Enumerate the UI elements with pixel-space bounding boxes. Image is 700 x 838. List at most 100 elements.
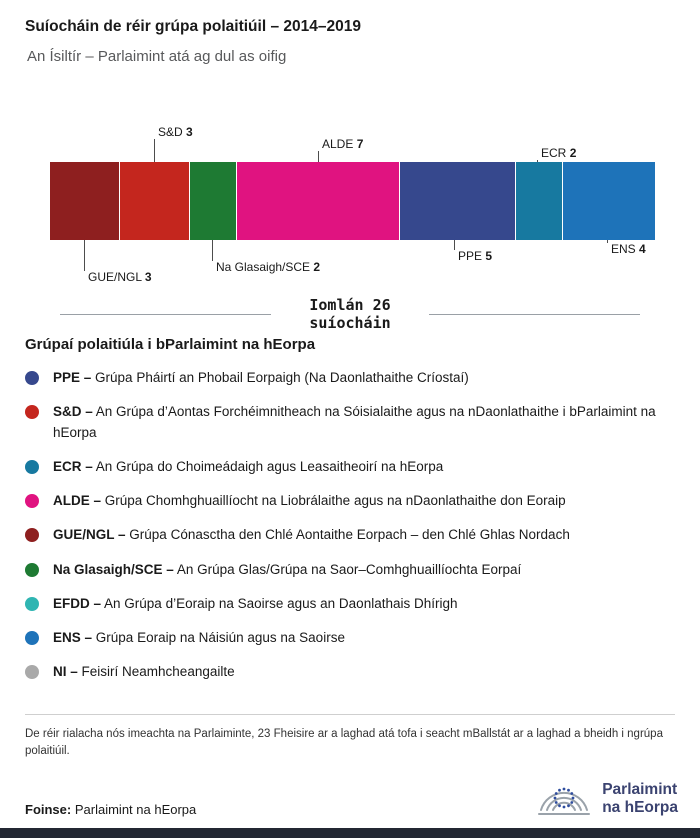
callout-ens-line [607,240,608,243]
group-name: ENS [611,242,636,256]
seat-count: 3 [186,125,193,139]
group-desc: An Grúpa d’Aontas Forchéimnitheach na Só… [53,404,656,440]
callout-sd: S&D 3 [154,126,193,162]
callout-ecr-line [537,160,538,162]
callout-sd-line [154,139,155,162]
seat-count: 2 [569,146,577,160]
callout-gue-ngl-line [84,240,85,271]
group-desc: Feisirí Neamhcheangailte [81,664,235,680]
bar-segment-ens [561,162,655,240]
callout-sd-label: S&D 3 [154,126,193,139]
legend-item-text: Na Glasaigh/SCE – An Grúpa Glas/Grúpa na… [53,560,521,580]
callout-alde: ALDE 7 [318,138,363,162]
legend-item-ni: NI – Feisirí Neamhcheangailte [25,662,677,682]
callout-ecr-label: ECR 2 [537,147,576,160]
bar-segment-alde [236,162,399,240]
group-desc: Grúpa Pháirtí an Phobail Eorpaigh (Na Da… [95,370,469,385]
group-abbr: Na Glasaigh/SCE – [53,561,174,577]
group-abbr: NI – [53,664,78,680]
total-rule-left [60,313,272,315]
group-desc: An Grúpa d’Eoraip na Saoirse agus an Dao… [104,595,458,611]
legend-item-gue-ngl: GUE/NGL – Grúpa Cónasctha den Chlé Aonta… [25,525,677,545]
ens-color-dot [25,631,39,645]
legend: PPE – Grúpa Pháirtí an Phobail Eorpaigh … [25,368,677,697]
callout-ens: ENS 4 [607,240,646,256]
footer-divider [25,714,675,715]
alde-color-dot [25,494,39,508]
group-name: Na Glasaigh/SCE [216,260,311,274]
group-abbr: GUE/NGL – [53,527,126,543]
footnote: De réir rialacha nós imeachta na Parlaim… [25,728,663,758]
ni-color-dot [25,665,39,680]
group-name: ECR [541,146,567,160]
group-abbr: S&D – [53,404,93,420]
hemicycle-icon [538,787,591,815]
group-abbr: ENS – [53,630,93,645]
total-row: Iomlán 26 suíocháin [60,296,640,332]
group-name: PPE [458,249,483,263]
seats-bar [50,162,655,240]
efdd-color-dot [25,596,39,611]
total-rule-right [428,313,640,315]
callout-glasaigh-sce-line [212,240,213,261]
group-desc: Grúpa Cónasctha den Chlé Aontaithe Eorpa… [129,527,570,543]
callout-ppe-line [454,240,455,250]
legend-item-alde: ALDE – Grúpa Chomhghuaillíocht na Liobrá… [25,491,677,511]
legend-item-text: ALDE – Grúpa Chomhghuaillíocht na Liobrá… [53,491,566,511]
group-name: ALDE [322,137,354,151]
total-seats-word: suíocháin [309,314,391,332]
legend-item-ens: ENS – Grúpa Eoraip na Náisiún agus na Sa… [25,628,677,648]
group-abbr: PPE – [53,370,92,385]
bar-segment-ecr [514,162,562,240]
glasaigh-sce-color-dot [25,562,39,577]
group-desc: An Grúpa Glas/Grúpa na Saor–Comhghuaillí… [176,561,522,577]
bar-segment-ppe [398,162,515,240]
legend-item-text: PPE – Grúpa Pháirtí an Phobail Eorpaigh … [53,368,469,388]
seat-count: 3 [144,270,152,284]
bar-segment-sd [119,162,190,240]
legend-item-glasaigh-sce: Na Glasaigh/SCE – An Grúpa Glas/Grúpa na… [25,560,677,580]
seat-count: 4 [639,242,646,256]
callout-glasaigh-sce-label: Na Glasaigh/SCE 2 [212,261,320,274]
callout-ppe: PPE 5 [454,240,492,263]
seat-count: 5 [485,249,493,263]
bar-segment-gue-ngl [50,162,120,240]
legend-heading: Grúpaí polaitiúla i bParlaimint na hEorp… [25,336,316,353]
callout-alde-label: ALDE 7 [318,138,363,151]
callout-alde-line [318,151,319,162]
page-title: Suíocháin de réir grúpa polaitiúil – 201… [25,18,361,35]
legend-item-text: EFDD – An Grúpa d’Eoraip na Saoirse agus… [53,594,458,614]
callout-glasaigh-sce: Na Glasaigh/SCE 2 [212,240,320,274]
legend-item-text: S&D – An Grúpa d’Aontas Forchéimnitheach… [53,402,677,443]
seat-count: 7 [356,137,364,151]
source-label: Foinse: [25,802,72,817]
callout-ppe-label: PPE 5 [454,250,492,263]
callout-ens-label: ENS 4 [607,243,646,256]
legend-item-text: NI – Feisirí Neamhcheangailte [53,662,235,682]
seat-count: 2 [313,260,321,274]
group-desc: Grúpa Chomhghuaillíocht na Liobrálaithe … [104,493,566,508]
legend-item-text: ECR – An Grúpa do Choimeádaigh agus Leas… [53,457,443,477]
callout-gue-ngl: GUE/NGL 3 [84,240,152,284]
legend-item-text: GUE/NGL – Grúpa Cónasctha den Chlé Aonta… [53,525,570,545]
legend-item-text: ENS – Grúpa Eoraip na Náisiún agus na Sa… [53,628,345,648]
gue-ngl-color-dot [25,528,39,543]
group-name: S&D [158,125,183,139]
ppe-color-dot [25,371,39,385]
group-desc: An Grúpa do Choimeádaigh agus Leasaitheo… [95,458,444,474]
logo-wordmark: Parlaimint na hEorpa [602,781,678,817]
callout-ecr: ECR 2 [537,147,576,162]
ecr-color-dot [25,459,39,474]
source-text: Parlaimint na hEorpa [74,802,197,817]
legend-item-efdd: EFDD – An Grúpa d’Eoraip na Saoirse agus… [25,594,677,614]
total-seats-label: Iomlán 26 suíocháin [309,296,390,332]
group-abbr: ALDE – [53,493,102,508]
group-abbr: EFDD – [53,595,102,611]
legend-item-ppe: PPE – Grúpa Pháirtí an Phobail Eorpaigh … [25,368,677,388]
group-desc: Grúpa Eoraip na Náisiún agus na Saoirse [95,630,345,645]
european-parliament-logo: Parlaimint na hEorpa [535,780,678,818]
eu-stars-icon [553,787,575,809]
page-subtitle: An Ísiltír – Parlaimint atá ag dul as oi… [27,48,287,65]
total-seats-number: Iomlán 26 [309,296,391,314]
